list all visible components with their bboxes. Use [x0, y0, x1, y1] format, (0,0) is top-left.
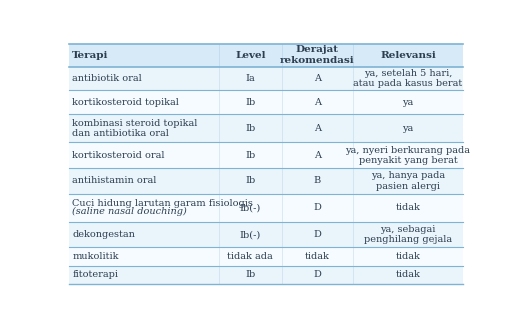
Text: D: D [313, 203, 321, 212]
Text: Ib(-): Ib(-) [240, 230, 261, 239]
Text: Ib: Ib [245, 176, 255, 185]
Text: ya, hanya pada
pasien alergi: ya, hanya pada pasien alergi [371, 171, 445, 191]
Text: antibiotik oral: antibiotik oral [72, 74, 142, 83]
Text: A: A [313, 151, 321, 160]
Bar [69, 90, 463, 114]
Text: ya: ya [402, 98, 414, 107]
Text: (saline nasal douching): (saline nasal douching) [72, 207, 187, 216]
Bar [69, 266, 463, 284]
Text: antihistamin oral: antihistamin oral [72, 176, 157, 185]
Text: Ib: Ib [245, 151, 255, 160]
Text: mukolitik: mukolitik [72, 252, 119, 261]
Text: Level: Level [235, 51, 266, 60]
Text: kombinasi steroid topikal
dan antibiotika oral: kombinasi steroid topikal dan antibiotik… [72, 119, 198, 138]
Text: Cuci hidung larutan garam fisiologis: Cuci hidung larutan garam fisiologis [72, 199, 253, 208]
Text: Ib: Ib [245, 98, 255, 107]
Text: Ia: Ia [245, 74, 255, 83]
Text: kortikosteroid topikal: kortikosteroid topikal [72, 98, 179, 107]
Text: D: D [313, 230, 321, 239]
Text: Relevansi: Relevansi [380, 51, 436, 60]
Text: kortikosteroid oral: kortikosteroid oral [72, 151, 165, 160]
Text: tidak: tidak [395, 203, 420, 212]
Text: Ib: Ib [245, 270, 255, 279]
Text: dekongestan: dekongestan [72, 230, 135, 239]
Bar [69, 248, 463, 266]
Text: tidak: tidak [395, 252, 420, 261]
Text: Derajat
rekomendasi: Derajat rekomendasi [280, 45, 354, 65]
Text: fitoterapi: fitoterapi [72, 270, 118, 279]
Text: ya, setelah 5 hari,
atau pada kasus berat: ya, setelah 5 hari, atau pada kasus bera… [353, 69, 462, 88]
Bar [69, 43, 463, 67]
Text: Terapi: Terapi [72, 51, 108, 60]
Text: ya, nyeri berkurang pada
penyakit yang berat: ya, nyeri berkurang pada penyakit yang b… [345, 146, 470, 165]
Text: A: A [313, 74, 321, 83]
Text: A: A [313, 98, 321, 107]
Text: ya: ya [402, 124, 414, 133]
Bar [69, 67, 463, 90]
Text: D: D [313, 270, 321, 279]
Text: A: A [313, 124, 321, 133]
Text: tidak: tidak [395, 270, 420, 279]
Text: B: B [313, 176, 321, 185]
Text: tidak: tidak [305, 252, 330, 261]
Text: ya, sebagai
penghilang gejala: ya, sebagai penghilang gejala [364, 225, 452, 244]
Text: Ib(-): Ib(-) [240, 203, 261, 212]
Text: Ib: Ib [245, 124, 255, 133]
Text: tidak ada: tidak ada [227, 252, 273, 261]
